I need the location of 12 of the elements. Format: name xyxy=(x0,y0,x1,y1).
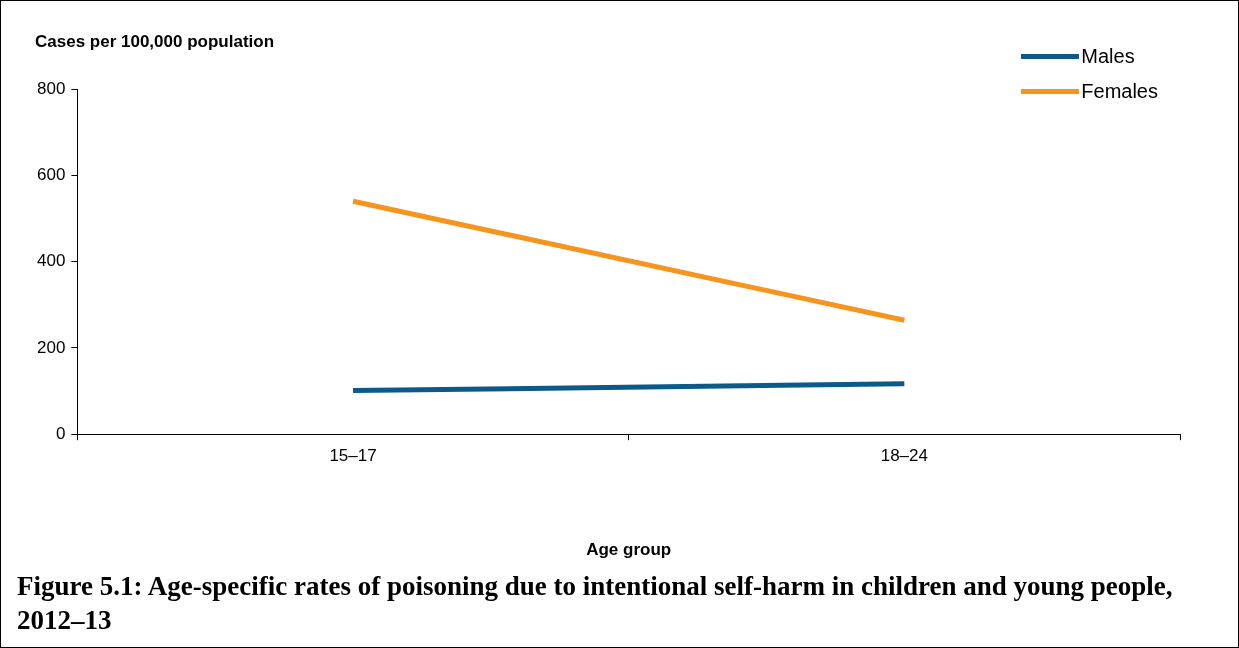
legend-label: Females xyxy=(1081,80,1158,103)
y-tick-label: 0 xyxy=(55,423,66,443)
x-tick-label: 15–17 xyxy=(329,446,377,466)
x-tick-label: 18–24 xyxy=(880,446,928,466)
x-axis-title: Age group xyxy=(586,540,672,560)
legend-label: Males xyxy=(1081,45,1135,68)
y-axis-title: Cases per 100,000 population xyxy=(35,31,275,51)
text: Figure 5.1: Age-specific rates of poisoning due to intentional self-harm in children and young people, 2012–13 xyxy=(17,570,1174,637)
y-tick-label: 400 xyxy=(36,251,66,271)
y-tick-label: 600 xyxy=(36,164,66,184)
y-tick-label: 800 xyxy=(36,78,66,98)
y-tick-label: 200 xyxy=(36,337,66,357)
